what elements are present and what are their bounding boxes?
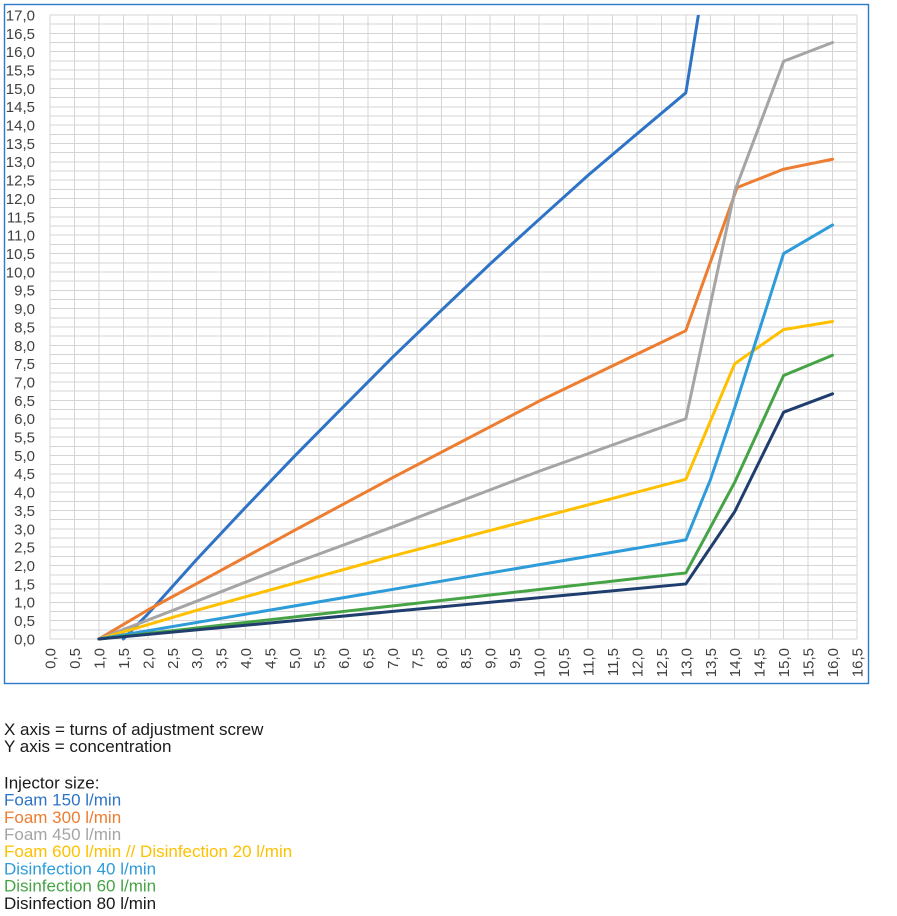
svg-text:5,0: 5,0	[287, 648, 304, 669]
svg-text:8,0: 8,0	[14, 338, 35, 355]
svg-text:X axis = turns of adjustment s: X axis = turns of adjustment screw	[4, 720, 264, 739]
svg-text:15,0: 15,0	[776, 648, 793, 677]
svg-text:10,0: 10,0	[532, 648, 549, 677]
svg-text:9,0: 9,0	[483, 648, 500, 669]
svg-text:Injector size:: Injector size:	[4, 774, 99, 793]
svg-text:8,5: 8,5	[458, 648, 475, 669]
svg-text:14,5: 14,5	[752, 648, 769, 677]
svg-text:9,0: 9,0	[14, 301, 35, 318]
svg-text:3,0: 3,0	[189, 648, 206, 669]
svg-text:14,0: 14,0	[727, 648, 744, 677]
svg-text:1,0: 1,0	[91, 648, 108, 669]
svg-text:12,0: 12,0	[629, 648, 646, 677]
svg-text:5,5: 5,5	[312, 648, 329, 669]
svg-text:16,5: 16,5	[850, 648, 867, 677]
svg-text:10,5: 10,5	[556, 648, 573, 677]
svg-text:6,5: 6,5	[14, 393, 35, 410]
svg-text:15,5: 15,5	[6, 62, 35, 79]
svg-text:6,0: 6,0	[336, 648, 353, 669]
svg-text:16,0: 16,0	[6, 44, 35, 61]
svg-text:7,0: 7,0	[385, 648, 402, 669]
svg-text:13,5: 13,5	[703, 648, 720, 677]
svg-text:12,5: 12,5	[6, 173, 35, 190]
svg-text:1,0: 1,0	[14, 595, 35, 612]
svg-text:11,5: 11,5	[605, 648, 622, 676]
svg-text:6,0: 6,0	[14, 411, 35, 428]
svg-text:2,5: 2,5	[14, 540, 35, 557]
svg-text:16,5: 16,5	[6, 26, 35, 43]
svg-text:10,5: 10,5	[6, 246, 35, 263]
svg-text:Foam 600 l/min // Disinfection: Foam 600 l/min // Disinfection 20 l/min	[4, 842, 292, 861]
svg-text:3,5: 3,5	[214, 648, 231, 669]
svg-text:16,0: 16,0	[825, 648, 842, 677]
svg-text:12,0: 12,0	[6, 191, 35, 208]
svg-text:2,5: 2,5	[165, 648, 182, 669]
svg-text:4,0: 4,0	[14, 485, 35, 502]
svg-text:11,0: 11,0	[7, 228, 35, 245]
svg-text:7,5: 7,5	[409, 648, 426, 669]
svg-text:8,5: 8,5	[14, 319, 35, 336]
svg-text:2,0: 2,0	[140, 648, 157, 669]
svg-text:5,5: 5,5	[14, 430, 35, 447]
svg-text:Disinfection 80 l/min: Disinfection 80 l/min	[4, 894, 156, 913]
svg-text:17,0: 17,0	[6, 7, 35, 24]
svg-text:9,5: 9,5	[507, 648, 524, 669]
svg-text:11,0: 11,0	[581, 648, 598, 676]
svg-text:13,0: 13,0	[6, 154, 35, 171]
svg-text:13,0: 13,0	[678, 648, 695, 677]
svg-text:4,5: 4,5	[263, 648, 280, 669]
svg-text:Disinfection 40 l/min: Disinfection 40 l/min	[4, 860, 156, 879]
svg-text:15,0: 15,0	[6, 81, 35, 98]
svg-text:8,0: 8,0	[434, 648, 451, 669]
svg-text:Foam 150 l/min: Foam 150 l/min	[4, 791, 121, 810]
svg-text:4,5: 4,5	[14, 466, 35, 483]
svg-text:0,0: 0,0	[43, 648, 60, 669]
svg-text:10,0: 10,0	[6, 264, 35, 281]
svg-text:11,5: 11,5	[7, 209, 35, 226]
svg-text:3,0: 3,0	[14, 521, 35, 538]
svg-text:14,0: 14,0	[6, 118, 35, 135]
svg-text:13,5: 13,5	[6, 136, 35, 153]
svg-text:12,5: 12,5	[654, 648, 671, 677]
svg-text:0,0: 0,0	[14, 631, 35, 648]
svg-text:0,5: 0,5	[14, 613, 35, 630]
svg-text:0,5: 0,5	[67, 648, 84, 669]
svg-text:14,5: 14,5	[6, 99, 35, 116]
svg-text:6,5: 6,5	[360, 648, 377, 669]
svg-text:4,0: 4,0	[238, 648, 255, 669]
svg-text:2,0: 2,0	[14, 558, 35, 575]
svg-text:3,5: 3,5	[14, 503, 35, 520]
svg-text:15,5: 15,5	[801, 648, 818, 677]
svg-text:Disinfection 60 l/min: Disinfection 60 l/min	[4, 877, 156, 896]
svg-text:9,5: 9,5	[14, 283, 35, 300]
svg-text:Foam 450 l/min: Foam 450 l/min	[4, 825, 121, 844]
svg-text:1,5: 1,5	[116, 648, 133, 669]
svg-text:Y axis = concentration: Y axis = concentration	[4, 737, 171, 756]
svg-text:7,0: 7,0	[14, 374, 35, 391]
svg-text:1,5: 1,5	[14, 576, 35, 593]
svg-text:Foam 300 l/min: Foam 300 l/min	[4, 808, 121, 827]
svg-text:7,5: 7,5	[14, 356, 35, 373]
svg-text:5,0: 5,0	[14, 448, 35, 465]
